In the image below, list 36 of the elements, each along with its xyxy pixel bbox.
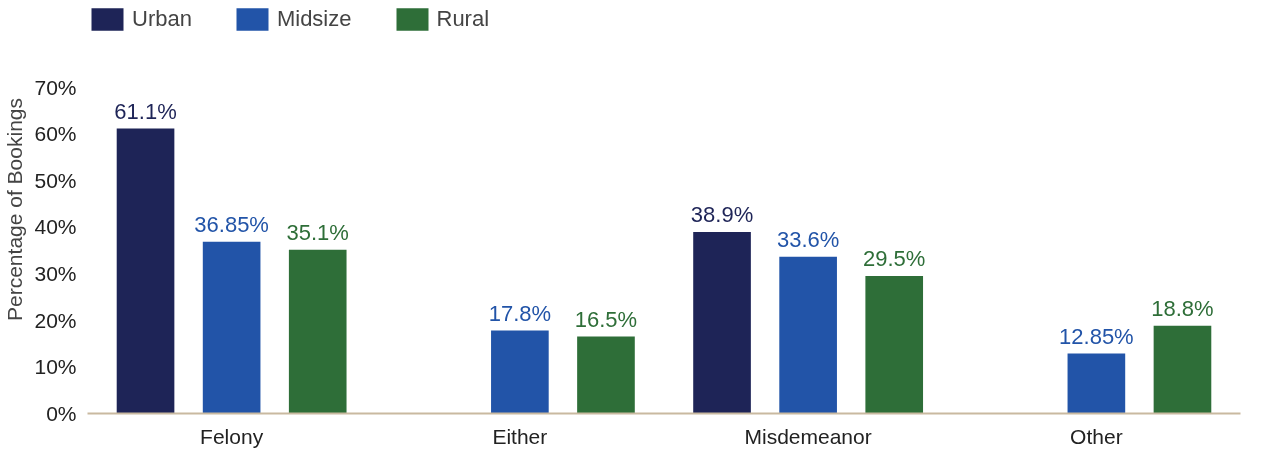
y-tick-label: 50%	[34, 168, 77, 192]
x-tick-label: Misdemeanor	[744, 424, 872, 448]
bar	[491, 330, 549, 414]
bar	[288, 249, 347, 414]
legend-label: Rural	[436, 6, 490, 32]
bar	[779, 256, 837, 414]
data-label: 61.1%	[114, 98, 177, 124]
y-tick-label: 60%	[34, 122, 77, 146]
legend-label: Midsize	[276, 6, 352, 32]
bar	[577, 336, 635, 414]
bar	[865, 275, 924, 414]
x-tick-label: Other	[1070, 424, 1123, 448]
x-tick-label: Felony	[200, 424, 264, 448]
y-tick-label: 30%	[34, 262, 77, 286]
data-label: 12.85%	[1059, 323, 1134, 349]
data-label: 38.9%	[690, 202, 754, 228]
x-tick-label: Either	[492, 424, 548, 448]
y-tick-label: 20%	[34, 308, 77, 332]
y-tick-label: 10%	[34, 355, 77, 379]
y-tick-label: 0%	[46, 402, 77, 425]
data-label: 33.6%	[776, 227, 840, 253]
bar	[116, 128, 175, 414]
data-label: 35.1%	[286, 220, 349, 246]
data-label: 36.85%	[194, 212, 269, 238]
y-axis-title: Percentage of Bookings	[3, 98, 27, 321]
data-label: 18.8%	[1151, 296, 1214, 322]
data-label: 29.5%	[863, 246, 926, 272]
y-tick-label: 70%	[34, 75, 77, 99]
data-label: 17.8%	[488, 300, 552, 326]
bar	[1067, 353, 1126, 414]
bar	[693, 232, 751, 414]
data-label: 16.5%	[574, 306, 638, 332]
bar	[1153, 325, 1212, 414]
y-tick-label: 40%	[34, 215, 77, 239]
legend-label: Urban	[132, 6, 192, 32]
bar	[202, 241, 261, 414]
